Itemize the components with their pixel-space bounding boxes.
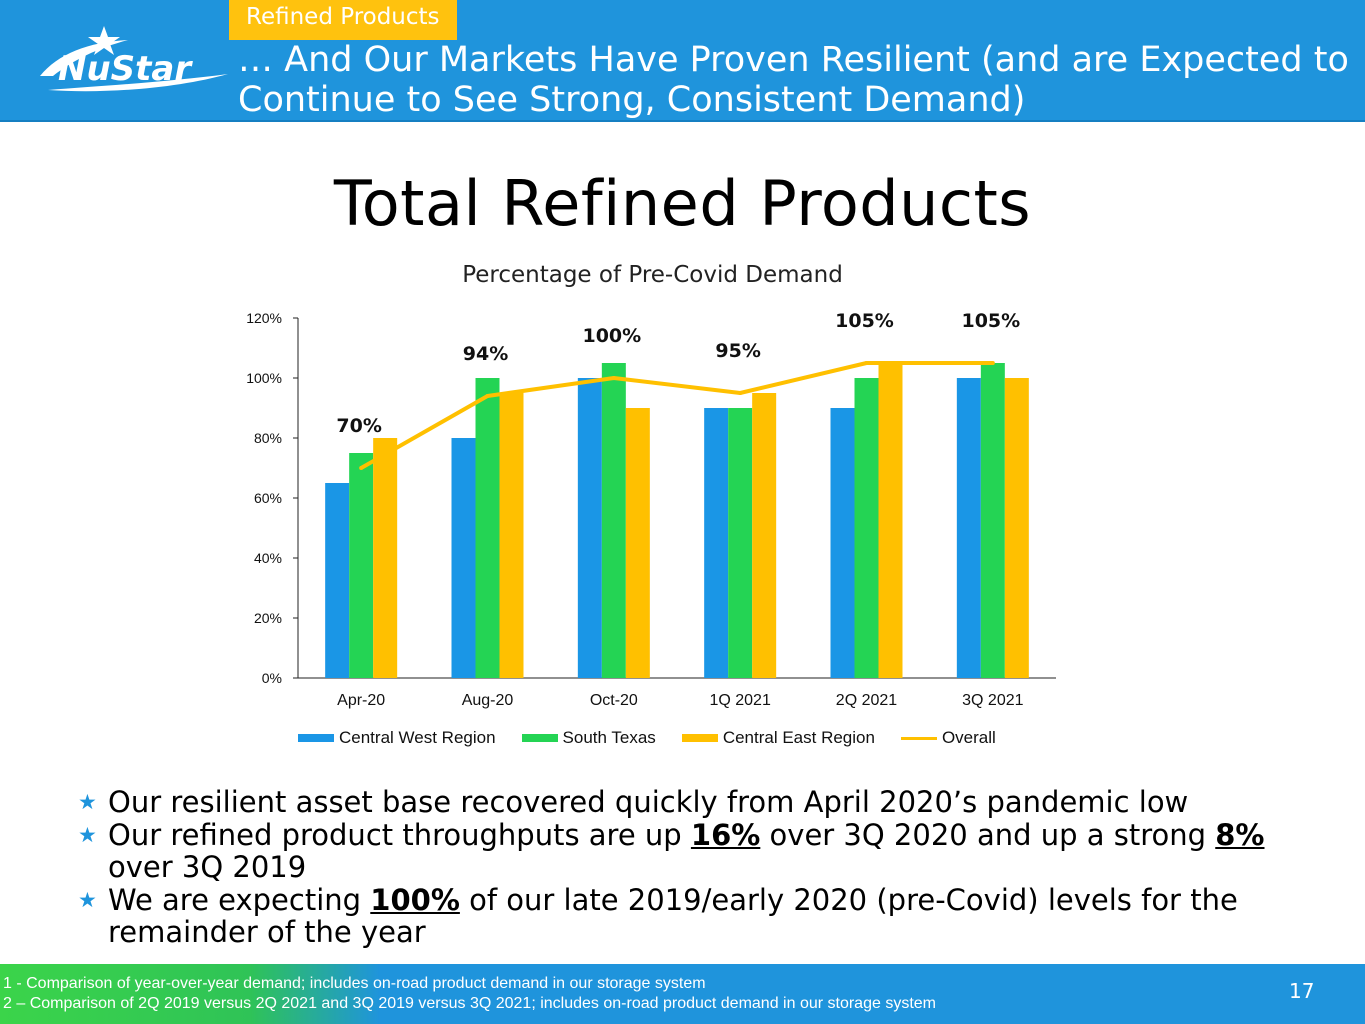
bar-central-west-region [704,408,729,678]
y-tick-label: 0% [262,670,282,686]
slide-header: NuStar Refined Products … And Our Market… [0,0,1365,122]
legend-item: South Texas [521,728,656,748]
legend-swatch [298,734,334,742]
bar-central-east-region [625,408,650,678]
legend-item: Central West Region [298,728,496,748]
y-tick-label: 80% [254,430,282,446]
y-tick-label: 120% [246,310,282,326]
bar-south-texas [728,408,753,678]
nustar-logo-text: NuStar [58,49,193,89]
overall-data-label: 95% [715,340,760,362]
star-bullet-icon: ★ [78,888,97,912]
bullet-item: ★ Our refined product throughputs are up … [78,819,1328,883]
x-tick-label: 2Q 2021 [836,692,897,709]
bar-central-east-region [373,438,398,678]
bar-central-west-region [451,438,476,678]
star-bullet-icon: ★ [78,790,97,814]
page-number: 17 [1289,979,1315,1003]
y-tick-label: 20% [254,610,282,626]
bullet-item: ★ We are expecting 100% of our late 2019/… [78,884,1328,948]
overall-point [864,361,869,365]
slide-title: … And Our Markets Have Proven Resilient … [238,40,1349,120]
bullet-text: of our late 2019/early 2020 (pre-Covid) … [108,883,1238,949]
x-tick-label: 3Q 2021 [962,692,1023,709]
bullet-text: Our refined product throughputs are up [108,818,691,852]
section-tag: Refined Products [229,0,457,40]
overall-data-label: 94% [463,343,508,365]
legend-item: Overall [900,728,996,748]
bullet-text: We are expecting [108,883,371,917]
overall-point [738,391,743,395]
demand-bar-chart: 0% 20% 40% 60% 80% 100% 120% Apr-20 Aug-20 Oct-20… [246,310,1056,709]
bullet-text: over 3Q 2020 and up a strong [760,818,1216,852]
bar-central-west-region [956,378,981,678]
y-tick-label: 60% [254,490,282,506]
bar-central-east-region [752,393,777,678]
x-tick-label: Aug-20 [462,692,514,709]
legend-label: Overall [941,728,996,747]
bar-central-west-region [577,378,602,678]
legend-swatch [681,734,718,742]
key-points-list: ★ Our resilient asset base recovered quic… [78,786,1328,949]
highlight-value: 16% [690,818,761,852]
bar-south-texas [349,453,374,678]
bar-central-east-region [878,363,903,678]
y-tick-label: 100% [246,370,282,386]
overall-data-label: 105% [835,310,894,332]
bullet-text: over 3Q 2019 [108,850,307,884]
legend-label: South Texas [562,728,656,747]
overall-point [485,394,490,398]
bar-south-texas [854,378,879,678]
bar-south-texas [475,378,500,678]
bar-central-east-region [1004,378,1029,678]
bullet-text: Our resilient asset base recovered quick… [108,785,1189,819]
slide-footer: 1 - Comparison of year-over-year demand;… [0,964,1365,1024]
x-tick-label: 1Q 2021 [709,692,770,709]
overall-point [990,361,995,365]
bar-central-east-region [499,393,524,678]
legend-swatch [521,734,558,742]
y-tick-label: 40% [254,550,282,566]
bar-south-texas [980,363,1005,678]
legend-swatch [900,736,937,740]
legend-label: Central East Region [722,728,875,747]
chart-legend: Central West Region South Texas Central Ea… [298,726,996,750]
x-tick-label: Apr-20 [337,692,385,709]
bar-central-west-region [325,483,350,678]
legend-label: Central West Region [339,728,496,747]
footnote-2: 2 – Comparison of 2Q 2019 versus 2Q 2021… [3,995,936,1012]
overall-line [360,361,993,470]
bullet-item: ★ Our resilient asset base recovered quic… [78,786,1328,818]
bar-south-texas [601,363,626,678]
overall-data-label: 100% [582,325,641,347]
overall-data-label: 70% [336,415,381,437]
overall-point [611,376,616,380]
overall-point [359,466,364,470]
highlight-value: 100% [370,883,460,917]
star-bullet-icon: ★ [78,823,97,847]
x-tick-label: Oct-20 [590,692,638,709]
overall-data-label: 105% [961,310,1020,332]
chart-title: Total Refined Products [333,167,1032,240]
footnote-1: 1 - Comparison of year-over-year demand;… [3,975,706,992]
chart-subtitle: Percentage of Pre-Covid Demand [462,262,843,288]
nustar-logo: NuStar [40,26,228,92]
legend-item: Central East Region [681,728,875,748]
highlight-value: 8% [1215,818,1265,852]
bar-central-west-region [830,408,855,678]
